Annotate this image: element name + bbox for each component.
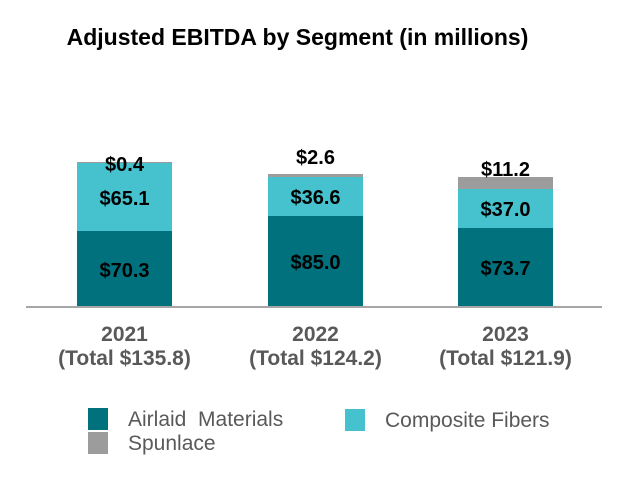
category-year-label: 2022	[292, 323, 339, 346]
legend-label-spunlace: Spunlace	[128, 432, 216, 455]
value-label-composite-2023: $37.0	[480, 199, 531, 222]
x-axis-label-2022: 2022 (Total $124.2)	[216, 323, 416, 371]
value-label-spunlace-2023: $11.2	[481, 158, 530, 181]
value-label-spunlace-2021: $0.4	[105, 154, 144, 176]
bar-segment-airlaid-2023	[458, 227, 553, 306]
value-label-airlaid-2022: $85.0	[290, 251, 341, 274]
legend-swatch-composite-fibers	[345, 409, 365, 431]
value-label-composite-2022: $36.6	[290, 187, 341, 210]
bar-segment-composite-2023	[458, 188, 553, 228]
bar-segment-airlaid-2022	[268, 215, 363, 306]
category-total-label: (Total $124.2)	[249, 347, 382, 370]
category-year-label: 2021	[101, 323, 148, 346]
bar-segment-spunlace-2022	[268, 174, 363, 178]
x-axis-label-2023: 2023 (Total $121.9)	[406, 323, 606, 371]
x-axis-label-2021: 2021 (Total $135.8)	[25, 323, 225, 371]
category-total-label: (Total $135.8)	[58, 347, 191, 370]
bar-segment-composite-2021	[77, 162, 172, 232]
value-label-composite-2021: $65.1	[99, 187, 150, 210]
x-axis-line	[26, 306, 602, 308]
category-year-label: 2023	[482, 323, 529, 346]
legend-swatch-airlaid-materials	[88, 408, 108, 430]
bar-segment-spunlace-2023	[458, 176, 553, 189]
value-label-spunlace-2022: $2.6	[296, 147, 335, 170]
value-label-airlaid-2021: $70.3	[99, 259, 150, 282]
legend-label-composite-fibers: Composite Fibers	[385, 409, 550, 432]
legend-swatch-spunlace	[88, 432, 108, 454]
value-label-airlaid-2023: $73.7	[480, 257, 531, 280]
bar-segment-airlaid-2021	[77, 231, 172, 306]
category-total-label: (Total $121.9)	[439, 347, 572, 370]
chart-title: Adjusted EBITDA by Segment (in millions)	[66, 24, 529, 50]
legend-label-airlaid-materials: Airlaid Materials	[128, 408, 284, 431]
bar-segment-composite-2022	[268, 177, 363, 216]
